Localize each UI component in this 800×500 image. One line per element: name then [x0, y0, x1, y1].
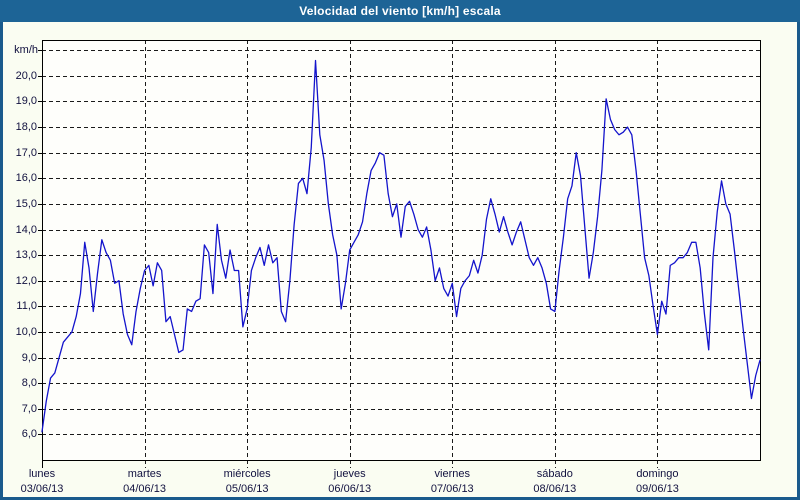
- chart-title: Velocidad del viento [km/h] escala: [299, 4, 501, 18]
- window-titlebar: Velocidad del viento [km/h] escala: [0, 0, 800, 22]
